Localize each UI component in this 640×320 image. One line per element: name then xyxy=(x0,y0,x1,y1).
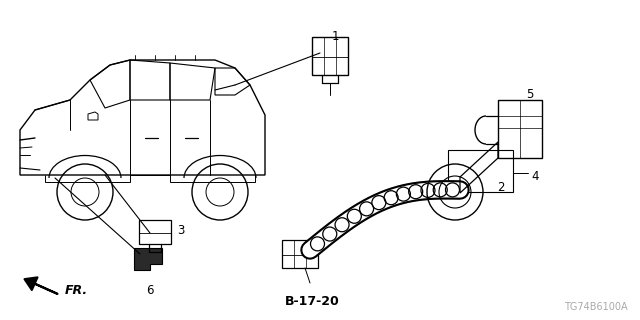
Bar xyxy=(498,100,542,158)
Bar xyxy=(282,240,318,268)
Text: 4: 4 xyxy=(531,170,538,182)
Text: FR.: FR. xyxy=(65,284,88,298)
FancyArrowPatch shape xyxy=(24,277,58,294)
Bar xyxy=(448,150,513,192)
Text: B-17-20: B-17-20 xyxy=(285,295,339,308)
Text: 3: 3 xyxy=(177,223,184,236)
Bar xyxy=(312,37,348,75)
Text: 6: 6 xyxy=(147,284,154,297)
Text: 1: 1 xyxy=(332,30,339,43)
Polygon shape xyxy=(134,248,162,270)
Text: 2: 2 xyxy=(497,180,504,194)
Text: 5: 5 xyxy=(526,88,534,101)
Bar xyxy=(139,220,171,244)
Text: TG74B6100A: TG74B6100A xyxy=(564,302,628,312)
